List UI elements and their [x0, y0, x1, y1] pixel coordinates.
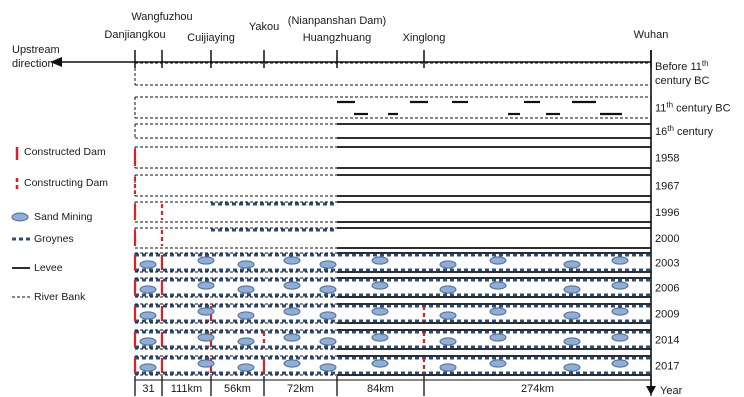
sand-mining-icon	[197, 359, 215, 368]
sand-mining-icon	[371, 256, 389, 265]
sand-mining-icon	[611, 281, 629, 290]
sand-mining-icon	[319, 285, 337, 294]
period-label: 1967	[655, 181, 679, 193]
sand-mining-icon	[319, 260, 337, 269]
station-label: Danjiangkou	[104, 29, 165, 41]
sand-mining-icon	[611, 359, 629, 368]
sand-mining-icon	[371, 359, 389, 368]
sand-mining-icon	[237, 311, 255, 320]
sand-mining-icon	[563, 285, 581, 294]
sand-mining-icon	[371, 281, 389, 290]
upstream-arrow-icon	[50, 57, 62, 67]
dam-note: (Nianpanshan Dam)	[288, 15, 386, 27]
sand-mining-icon	[139, 363, 157, 372]
station-label: Yakou	[249, 21, 279, 33]
sand-mining-icon	[283, 281, 301, 290]
legend-label: Constructed Dam	[24, 146, 106, 158]
period-label: 11th century BC	[655, 101, 731, 115]
sand-mining-icon	[371, 307, 389, 316]
period-label: 2006	[655, 283, 679, 295]
segment-distance: 56km	[224, 383, 251, 395]
segment-distance: 111km	[171, 383, 202, 395]
station-label: Xinglong	[403, 32, 446, 44]
segment-distance: 84km	[367, 383, 394, 395]
sand-mining-icon	[439, 337, 457, 346]
sand-mining-icon	[197, 281, 215, 290]
segment-distance: 31	[142, 383, 154, 395]
sand-mining-icon	[197, 256, 215, 265]
sand-mining-icon	[439, 311, 457, 320]
segment-distance: 274km	[521, 383, 554, 395]
sand-mining-icon	[489, 281, 507, 290]
sand-mining-icon	[611, 256, 629, 265]
sand-mining-icon	[563, 260, 581, 269]
period-label: 1996	[655, 207, 679, 219]
sand-mining-icon	[563, 311, 581, 320]
sand-mining-icon	[611, 333, 629, 342]
period-rows: Before 11th century BC 11th century BC 16th…	[133, 50, 731, 397]
station-label: Wuhan	[634, 29, 669, 41]
sand-mining-icon	[611, 307, 629, 316]
sand-mining-icon	[371, 333, 389, 342]
period-label: 2009	[655, 309, 679, 321]
sand-mining-icon	[283, 307, 301, 316]
sand-mining-icon	[439, 363, 457, 372]
sand-mining-icon	[439, 260, 457, 269]
period-label: 2000	[655, 233, 679, 245]
segment-distance: 72km	[287, 383, 314, 395]
station-label: Cuijiaying	[187, 32, 235, 44]
segment-distances: 31 111km 56km 72km 84km 274km	[134, 376, 652, 396]
period-label: 16th century	[655, 124, 714, 138]
sand-mining-icon	[197, 307, 215, 316]
sand-mining-icon	[237, 285, 255, 294]
sand-mining-icon	[489, 359, 507, 368]
legend-label: Levee	[34, 262, 63, 274]
legend-label: Groynes	[34, 233, 74, 245]
legend-label: Sand Mining	[34, 211, 93, 223]
legend: Constructed Dam Constructing Dam Sand Mini…	[11, 146, 108, 303]
sand-mining-icon	[237, 260, 255, 269]
sand-mining-icon	[139, 285, 157, 294]
station-label: Huangzhuang	[303, 32, 372, 44]
sand-mining-icon	[139, 337, 157, 346]
sand-mining-icon	[319, 337, 337, 346]
sand-mining-icon	[139, 260, 157, 269]
sand-mining-icon	[319, 311, 337, 320]
sand-mining-icon	[237, 363, 255, 372]
sand-mining-icon	[283, 256, 301, 265]
station-labels: Danjiangkou Wangfuzhou Cuijiaying Yakou Huan…	[12, 11, 668, 70]
direction-label: Upstream	[12, 44, 60, 56]
period-label: 2017	[655, 361, 679, 373]
sand-mining-icon	[489, 333, 507, 342]
sand-mining-icon	[563, 363, 581, 372]
sand-mining-icon	[237, 337, 255, 346]
sand-mining-icon	[489, 256, 507, 265]
sand-mining-icon	[11, 212, 29, 222]
period-label: 1958	[655, 153, 679, 165]
station-label: Wangfuzhou	[131, 11, 192, 23]
period-label: Before 11th	[655, 59, 709, 73]
direction-label: direction	[12, 58, 54, 70]
sand-mining-icon	[319, 363, 337, 372]
sand-mining-icon	[283, 333, 301, 342]
period-label: century BC	[655, 75, 709, 87]
sand-mining-icon	[197, 333, 215, 342]
sand-mining-icon	[489, 307, 507, 316]
period-label: 2003	[655, 258, 679, 270]
sand-mining-icon	[563, 337, 581, 346]
period-label: 2014	[655, 335, 679, 347]
sand-mining-icon	[283, 359, 301, 368]
legend-label: Constructing Dam	[24, 177, 108, 189]
sand-mining-icon	[139, 311, 157, 320]
sand-mining-icon	[439, 285, 457, 294]
legend-label: River Bank	[34, 291, 86, 303]
year-label: Year	[660, 385, 683, 397]
